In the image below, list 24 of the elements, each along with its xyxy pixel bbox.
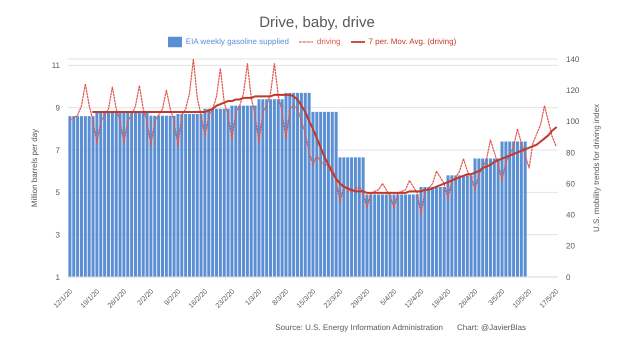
y-tick-label: 11 [52,61,61,70]
y2-tick-label: 20 [566,242,576,251]
legend-label: 7 per. Mov. Avg. (driving) [368,37,456,46]
y-axis-title: Million barrels per day [30,128,39,208]
line-series [92,94,558,194]
legend-label: driving [316,37,340,46]
y2-tick-label: 0 [566,272,571,282]
y2-tick-label: 60 [566,179,576,188]
y-tick-label: 3 [56,230,61,240]
legend-label: EIA weekly gasoline supplied [186,37,289,46]
y2-tick-label: 40 [566,210,576,220]
y-tick-label: 1 [56,272,61,282]
text: Chart: @JavierBlas [456,323,526,332]
y2-tick-label: 120 [566,86,580,95]
chart-title: Drive, baby, drive [258,13,376,31]
y2-tick-label: 100 [566,117,580,126]
y-tick-label: 9 [56,104,61,113]
line-series [69,59,557,216]
source-note: Source: U.S. Energy Information Administration [275,323,443,332]
y-tick-label: 7 [56,146,61,155]
y2-tick-label: 140 [566,54,580,64]
y2-axis-title: U.S. mobility trends for driving index [592,104,601,232]
y-tick-label: 5 [56,188,61,198]
y2-tick-label: 80 [566,148,576,158]
